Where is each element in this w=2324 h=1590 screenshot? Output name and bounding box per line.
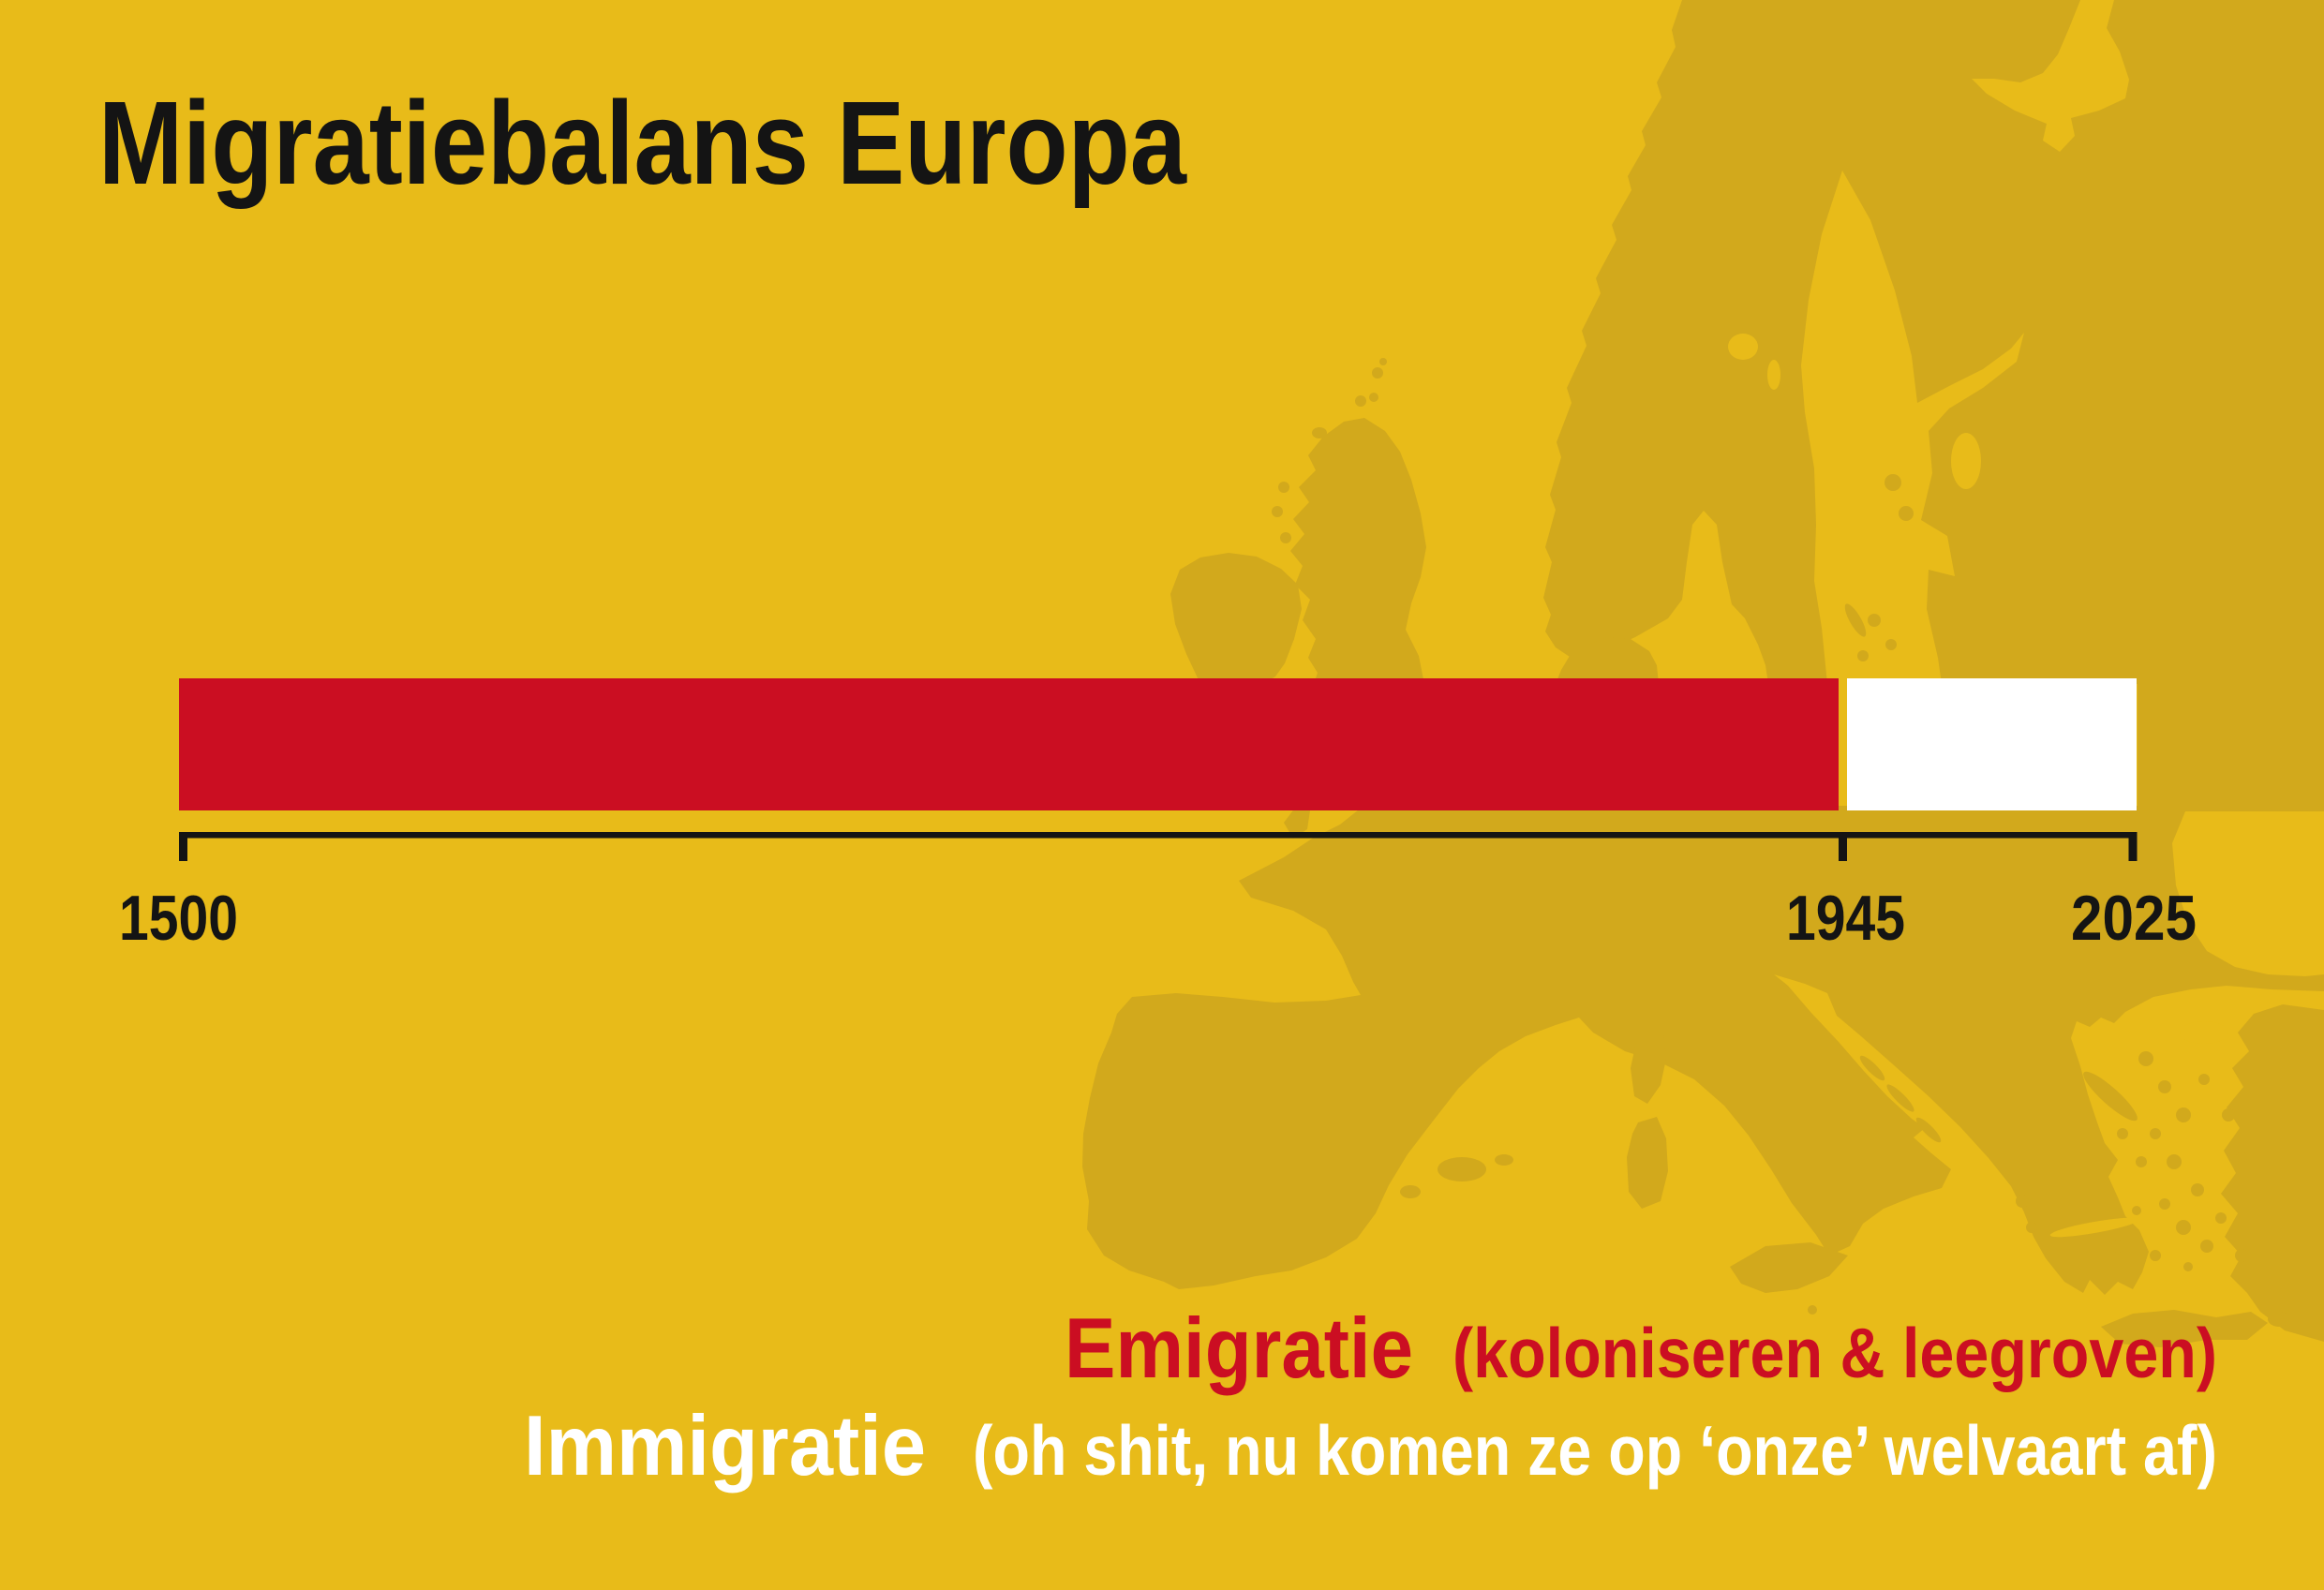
svg-text:1500: 1500 [119, 883, 238, 954]
svg-text:Emigratie: Emigratie [1065, 1301, 1413, 1396]
svg-text:(oh shit, nu komen ze op ‘onze: (oh shit, nu komen ze op ‘onze’ welvaart… [973, 1411, 2217, 1490]
svg-text:Migratiebalans Europa: Migratiebalans Europa [98, 77, 1187, 209]
svg-text:Immigratie: Immigratie [524, 1399, 926, 1493]
svg-text:1945: 1945 [1786, 883, 1905, 954]
svg-text:(koloniseren & leegroven): (koloniseren & leegroven) [1452, 1314, 2217, 1392]
svg-text:2025: 2025 [2071, 883, 2197, 954]
